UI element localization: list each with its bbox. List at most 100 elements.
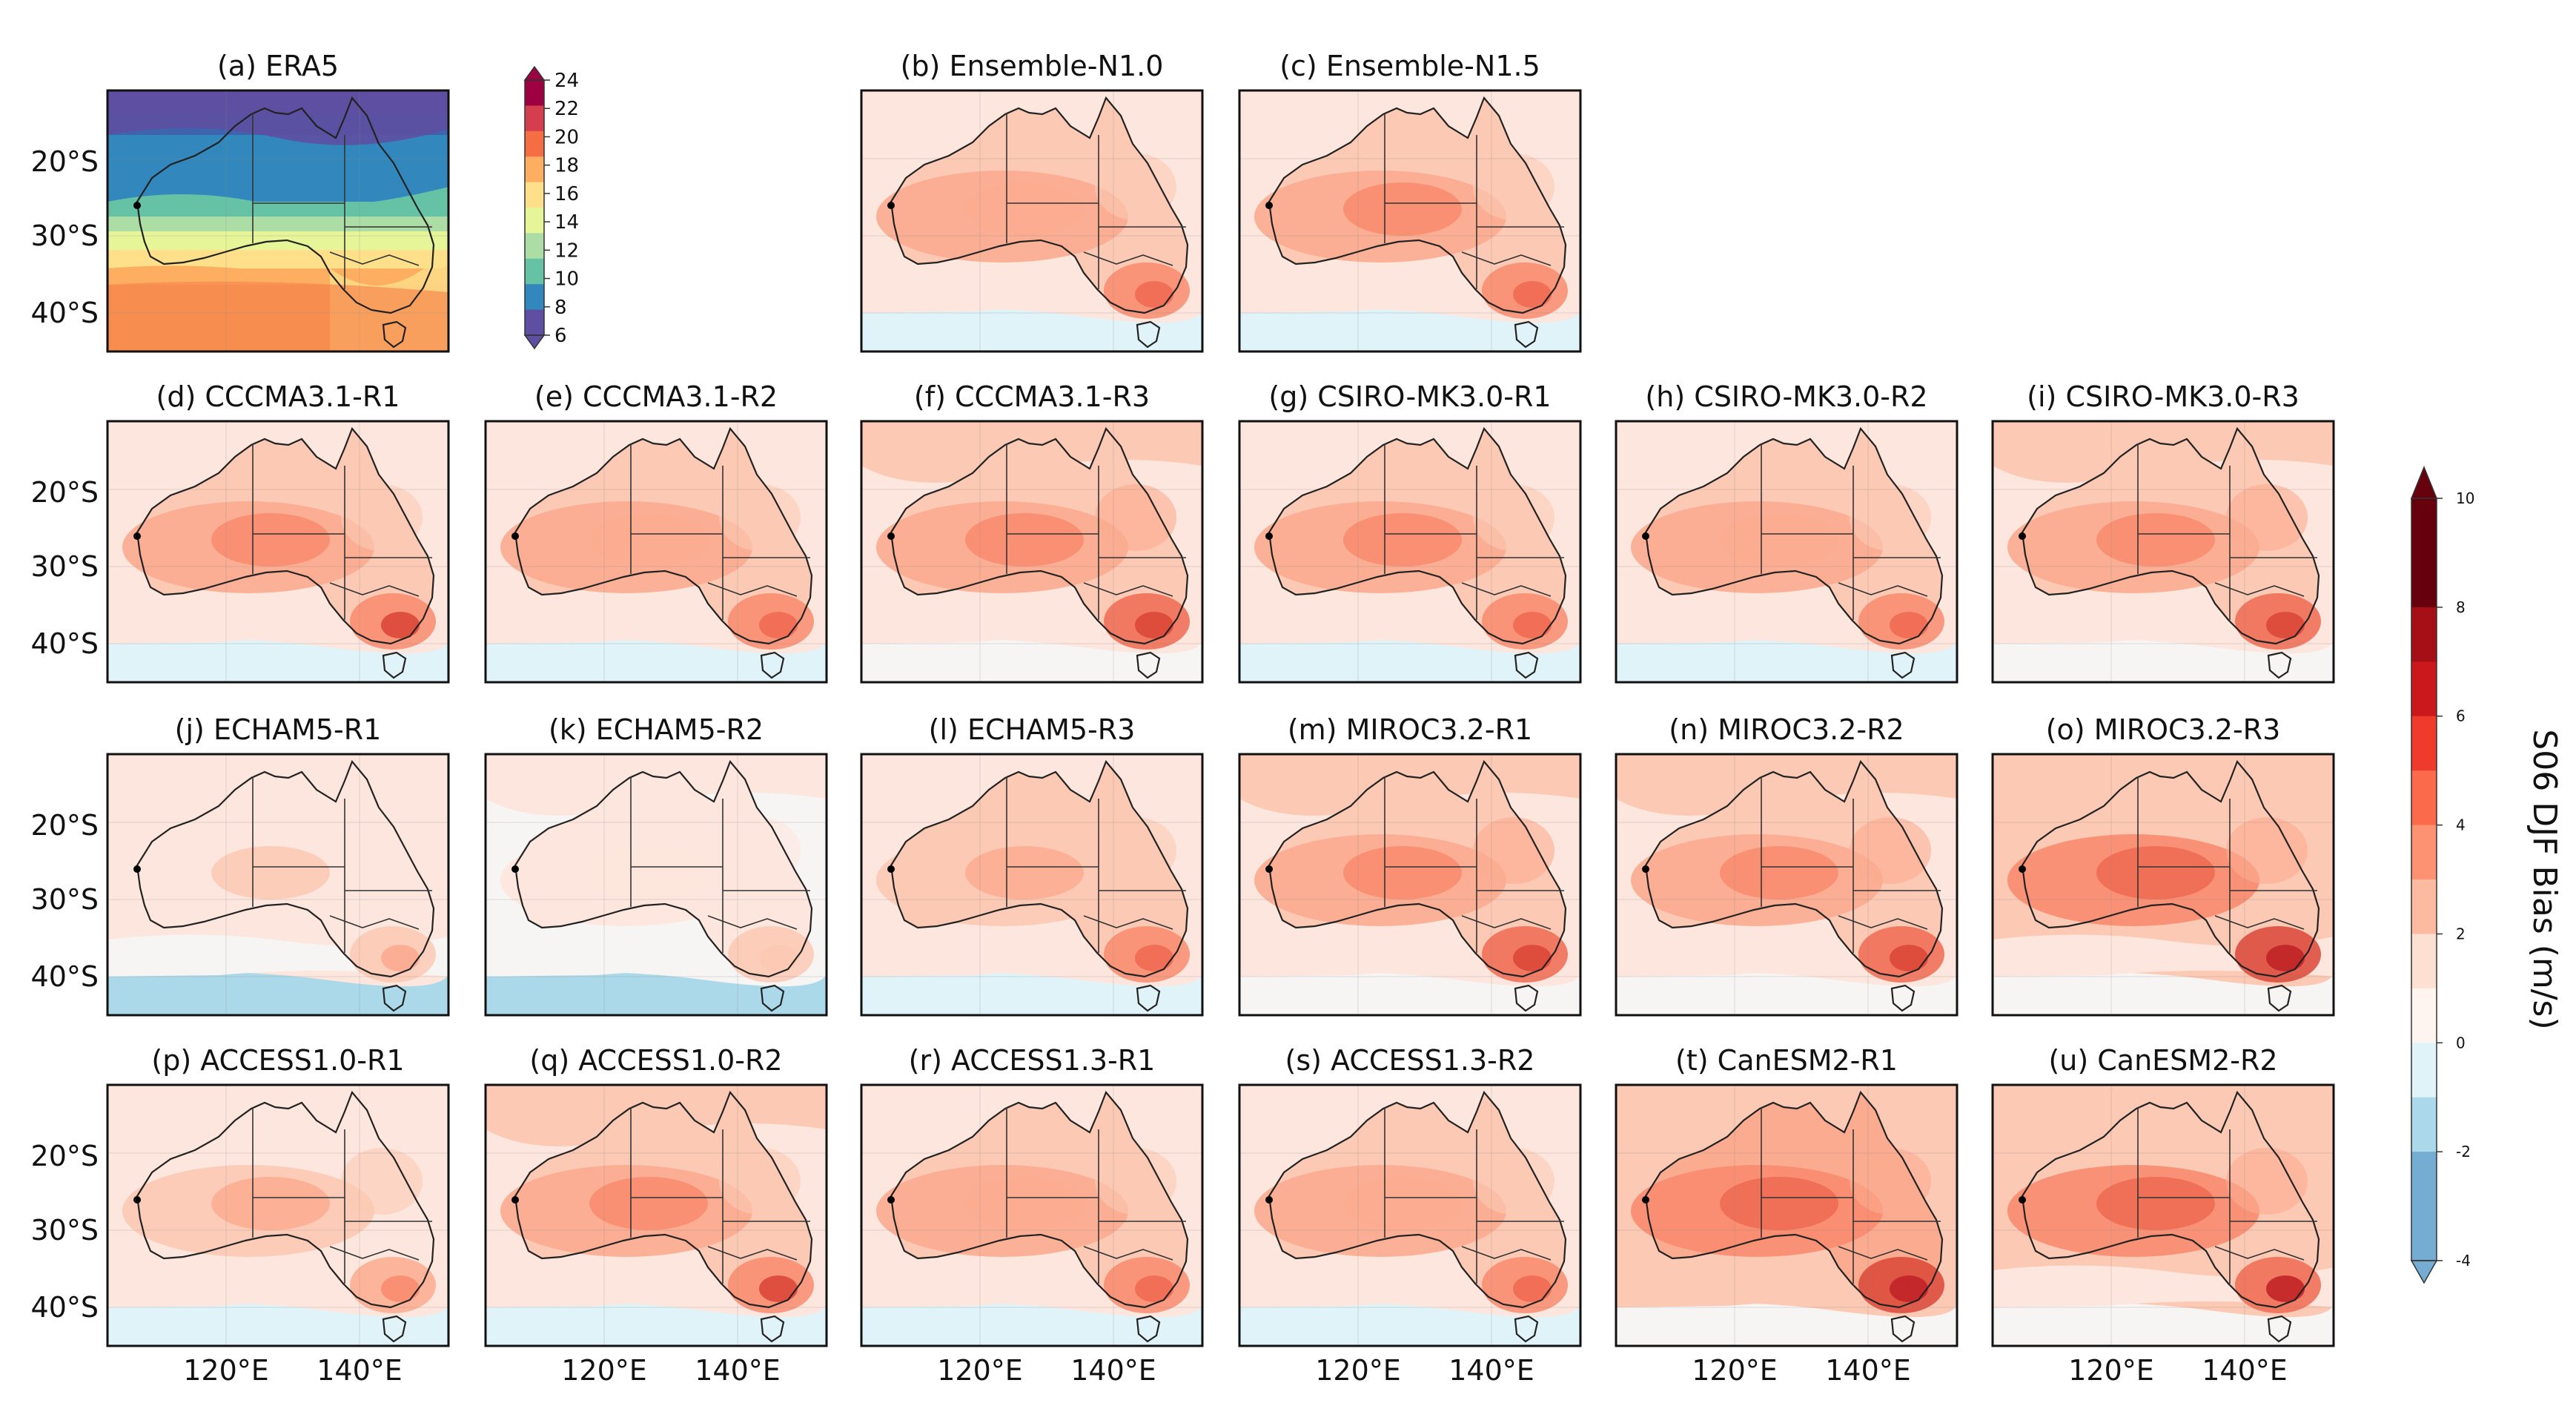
era5-colorbar-extend-max <box>523 65 546 81</box>
bias-core <box>381 1275 420 1302</box>
map-panel-g: (g) CSIRO-MK3.0-R1 <box>1238 380 1582 684</box>
lon-tick-label: 120°E <box>561 1354 647 1387</box>
bias-ocean <box>1993 638 2334 682</box>
bias-core <box>381 945 420 971</box>
era5-colorbar-segment <box>525 182 544 208</box>
bias-core <box>1890 1275 1928 1302</box>
map-panel-t: (t) CanESM2-R1 120°E 140°E <box>1615 1044 1959 1387</box>
state-borders <box>252 443 432 620</box>
era5-colorbar-tick-label: 10 <box>554 268 579 291</box>
bias-core <box>1850 817 1931 884</box>
bias-core <box>1135 281 1173 308</box>
tasmania-outline <box>2267 984 2292 1012</box>
panel-title-q: (q) ACCESS1.0-R2 <box>529 1044 782 1077</box>
era5-band <box>107 265 448 285</box>
bias-core <box>719 484 801 551</box>
coast-marker <box>511 865 519 873</box>
panel-title-n: (n) MIROC3.2-R2 <box>1669 713 1904 746</box>
bias-core <box>589 846 708 899</box>
coast-marker <box>1265 1196 1273 1204</box>
bias-colorbar-label: S06 DJF Bias (m/s) <box>2526 729 2563 1029</box>
bias-core <box>1890 612 1928 638</box>
lon-tick-label: 140°E <box>695 1354 781 1387</box>
bias-core <box>1343 846 1462 899</box>
lat-tick-label: 30°S <box>31 883 99 916</box>
bias-core <box>2266 1275 2305 1302</box>
lon-tick-label: 140°E <box>1448 1354 1534 1387</box>
coastline <box>136 1090 435 1309</box>
bias-core <box>1720 1177 1838 1230</box>
era5-band <box>107 187 448 217</box>
panel-title-r: (r) ACCESS1.3-R1 <box>909 1044 1156 1077</box>
state-borders <box>1761 776 1941 953</box>
panel-title-b: (b) Ensemble-N1.0 <box>901 50 1164 82</box>
era5-band <box>107 281 448 351</box>
lon-tick-label: 140°E <box>1825 1354 1911 1387</box>
lon-tick-label: 140°E <box>2202 1354 2288 1387</box>
tasmania-outline <box>760 651 785 679</box>
bias-ocean <box>107 1302 448 1346</box>
era5-colorbar-segment <box>525 208 544 234</box>
bias-colorbar-segment <box>2411 988 2437 1043</box>
coastline <box>1268 759 1567 978</box>
tasmania-outline <box>382 320 407 349</box>
coastline <box>2021 1090 2320 1309</box>
map-panel-i: (i) CSIRO-MK3.0-R3 <box>1991 380 2335 684</box>
bias-colorbar-segment <box>2411 607 2437 662</box>
state-borders <box>2137 1107 2317 1284</box>
coastline <box>1268 426 1567 645</box>
panel-title-u: (u) CanESM2-R2 <box>2048 1044 2277 1077</box>
lat-tick-label: 40°S <box>31 960 99 993</box>
state-borders <box>1006 776 1186 953</box>
coast-marker <box>1265 532 1273 540</box>
coast-marker <box>133 202 141 209</box>
bias-ocean <box>486 971 827 1015</box>
panel-title-i: (i) CSIRO-MK3.0-R3 <box>2027 380 2299 413</box>
era5-colorbar: 24 22 20 18 16 14 12 10 8 6 <box>523 65 579 350</box>
coast-marker <box>133 865 141 873</box>
state-borders <box>2137 443 2317 620</box>
era5-colorbar-segment <box>525 309 544 336</box>
bias-core <box>2226 817 2308 884</box>
bias-core <box>759 612 798 638</box>
field-r <box>861 1085 1202 1346</box>
tasmania-outline <box>1514 320 1539 349</box>
panel-frame <box>1238 89 1582 353</box>
bias-colorbar-segment <box>2411 1043 2437 1098</box>
field-c <box>1239 90 1580 351</box>
coastline <box>136 426 435 645</box>
panel-title-j: (j) ECHAM5-R1 <box>175 713 382 746</box>
map-panel-s: (s) ACCESS1.3-R2 120°E 140°E <box>1238 1044 1582 1387</box>
coast-marker <box>511 532 519 540</box>
bias-core <box>1473 817 1554 884</box>
field-f <box>861 421 1202 682</box>
bias-ocean <box>1993 1302 2334 1346</box>
panel-frame <box>484 753 828 1017</box>
coastline <box>890 759 1189 978</box>
bias-ocean <box>486 1302 827 1346</box>
lat-tick-label: 20°S <box>31 1140 99 1172</box>
bias-core <box>381 612 420 638</box>
bias-core <box>341 817 423 884</box>
field-a <box>107 90 448 351</box>
bias-colorbar-frame <box>2411 498 2437 1261</box>
coast-marker <box>887 532 895 540</box>
bias-ocean <box>107 638 448 682</box>
bias-core <box>211 1177 330 1230</box>
coastline <box>890 96 1189 314</box>
lat-tick-label: 40°S <box>31 1291 99 1324</box>
panel-title-l: (l) ECHAM5-R3 <box>929 713 1136 746</box>
lon-tick-label: 120°E <box>183 1354 269 1387</box>
map-panel-b: (b) Ensemble-N1.0 <box>860 50 1204 353</box>
bias-ocean <box>1616 971 1957 1015</box>
bias-colorbar-tick-label: 0 <box>2456 1034 2466 1052</box>
field-b <box>861 90 1202 351</box>
bias-core <box>2096 513 2215 567</box>
era5-colorbar-tick-label: 14 <box>554 211 579 234</box>
panel-title-m: (m) MIROC3.2-R1 <box>1288 713 1532 746</box>
panel-title-o: (o) MIROC3.2-R3 <box>2046 713 2281 746</box>
bias-core <box>1135 945 1173 971</box>
era5-colorbar-segment <box>525 156 544 183</box>
era5-colorbar-extend-min <box>523 334 546 350</box>
